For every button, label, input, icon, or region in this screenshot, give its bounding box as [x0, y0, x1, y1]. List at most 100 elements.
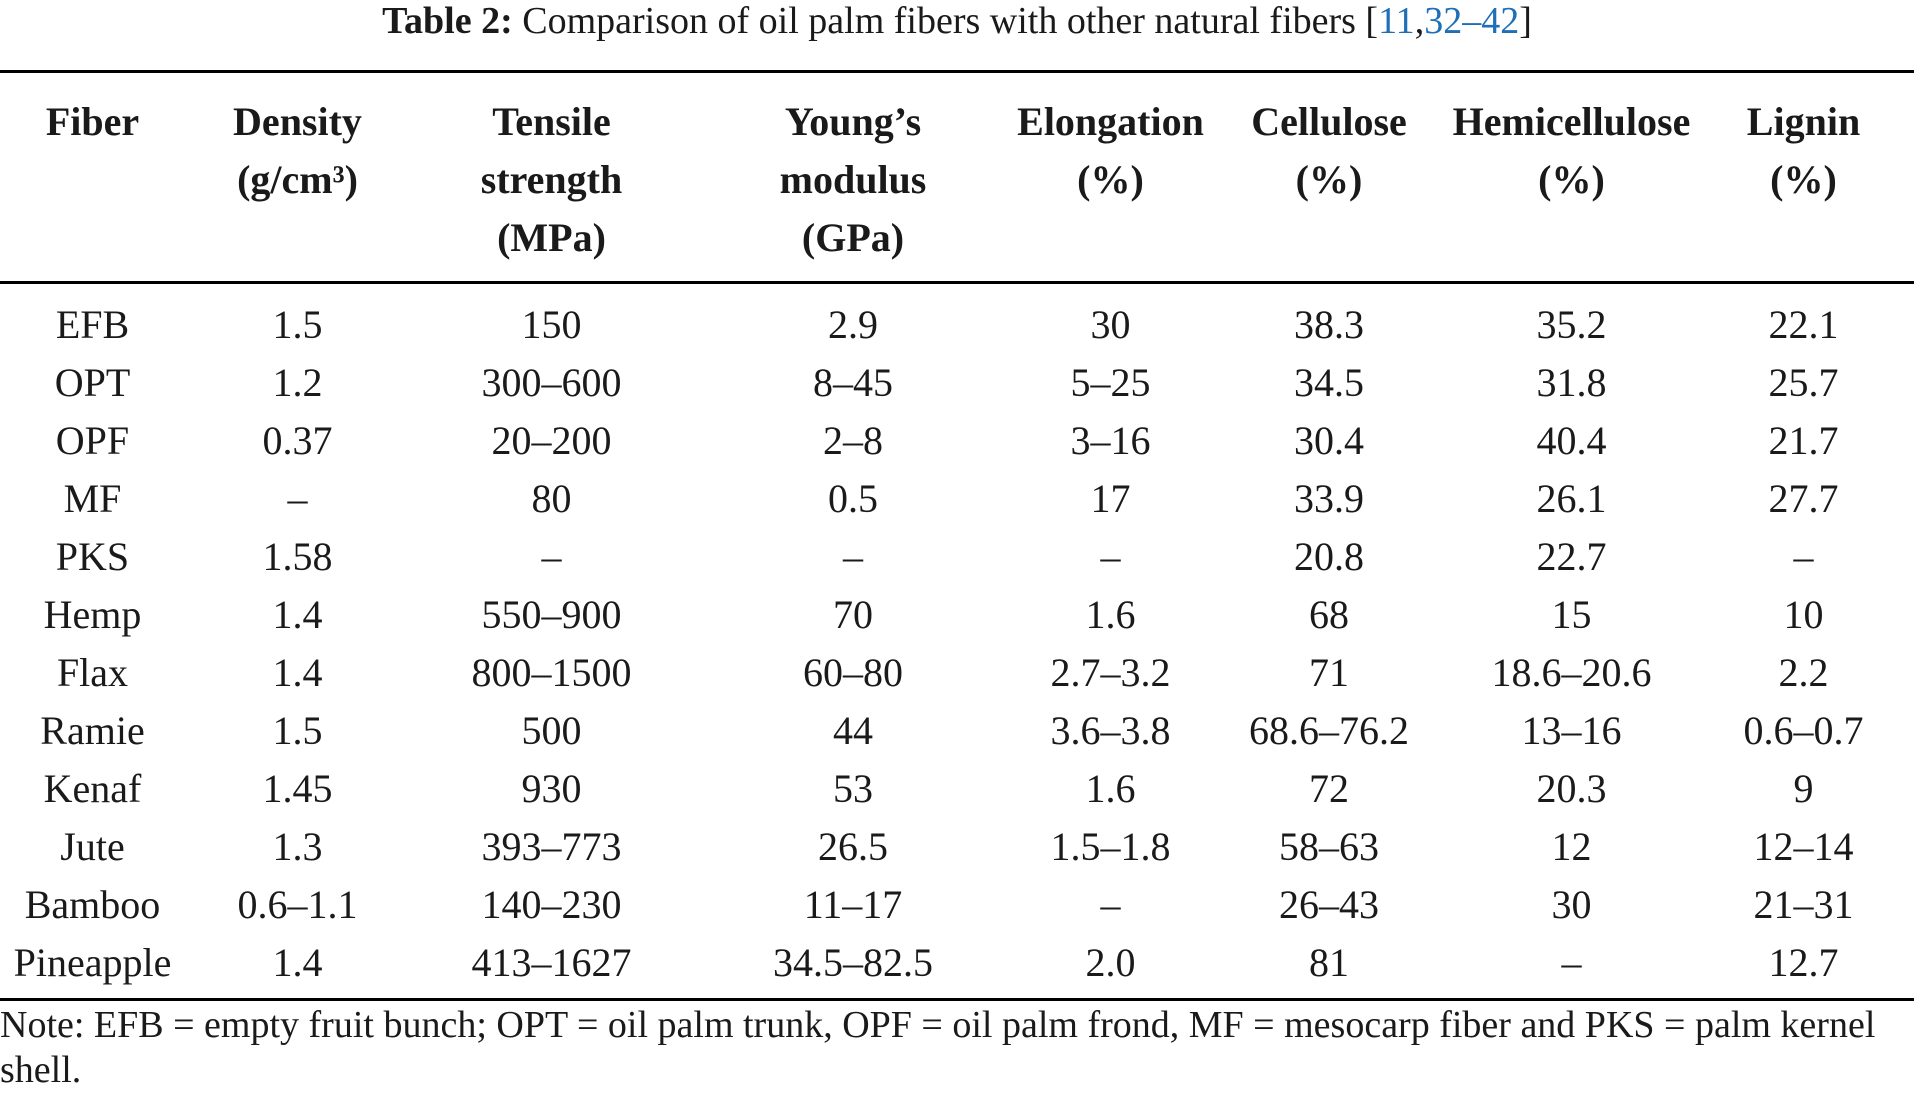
table-row: Bamboo 0.6–1.1 140–230 11–17 – 26–43 30 21–31	[0, 876, 1914, 934]
column-header-line: (%)	[1295, 157, 1363, 202]
fiber-name-cell: EFB	[55, 302, 130, 347]
reference-link-11[interactable]: 11	[1378, 0, 1415, 42]
table-cell: 81	[1309, 940, 1349, 985]
table-cell: 27.7	[1768, 476, 1839, 521]
table-cell: 1.4	[272, 650, 323, 695]
table-cell: 1.5	[272, 708, 323, 753]
table-cell: 800–1500	[471, 650, 632, 695]
table-row: PKS 1.58 – – – 20.8 22.7 –	[0, 528, 1914, 586]
table-cell: 80	[531, 476, 572, 521]
table-cell: –	[1793, 534, 1814, 579]
table-row: Kenaf 1.45 930 53 1.6 72 20.3 9	[0, 760, 1914, 818]
table-cell: 2.0	[1085, 940, 1136, 985]
table-row: MF – 80 0.5 17 33.9 26.1 27.7	[0, 470, 1914, 528]
table-cell: –	[1100, 882, 1121, 927]
header-row: Fiber Density (g/cm³) Tensile strength (MPa) Y…	[0, 71, 1914, 283]
table-cell: 31.8	[1536, 360, 1607, 405]
fiber-name-cell: Kenaf	[43, 766, 142, 811]
column-header: Young’s modulus (GPa)	[693, 72, 1013, 283]
table-cell: –	[287, 476, 308, 521]
table-cell: 1.4	[272, 592, 323, 637]
table-cell: 26.1	[1536, 476, 1607, 521]
fiber-name-cell: OPT	[54, 360, 131, 405]
table-cell: 930	[521, 766, 582, 811]
table-cell: 72	[1309, 766, 1349, 811]
table-row: Jute 1.3 393–773 26.5 1.5–1.8 58–63 12 12–14	[0, 818, 1914, 876]
column-header-line: Hemicellulose	[1452, 99, 1691, 144]
table-cell: 2.9	[828, 302, 878, 347]
table-cell: 38.3	[1294, 302, 1364, 347]
column-header-line: (%)	[1770, 157, 1837, 202]
reference-link-32[interactable]: 32	[1424, 0, 1463, 42]
column-header-line: Cellulose	[1251, 99, 1407, 144]
table-cell: 25.7	[1768, 360, 1839, 405]
table-cell: 20.8	[1294, 534, 1364, 579]
fiber-name-cell: Ramie	[40, 708, 145, 753]
table-cell: 18.6–20.6	[1491, 650, 1652, 695]
table-cell: 34.5–82.5	[773, 940, 933, 985]
table-cell: 1.45	[262, 766, 333, 811]
column-header: Density (g/cm³)	[185, 72, 410, 283]
table-cell: 21.7	[1768, 418, 1839, 463]
table-cell: –	[541, 534, 562, 579]
table-cell: 20.3	[1536, 766, 1607, 811]
table-note: Note: EFB = empty fruit bunch; OPT = oil…	[0, 1004, 1876, 1091]
column-header-line: Lignin	[1746, 99, 1861, 144]
table-row: OPF 0.37 20–200 2–8 3–16 30.4 40.4 21.7	[0, 412, 1914, 470]
table-cell: 1.2	[272, 360, 323, 405]
fiber-name-cell: Pineapple	[13, 940, 172, 985]
table-cell: 8–45	[813, 360, 893, 405]
table-cell: 0.6–1.1	[237, 882, 358, 927]
table-cell: 26–43	[1279, 882, 1379, 927]
table-cell: 70	[833, 592, 873, 637]
table-cell: 15	[1551, 592, 1592, 637]
column-header-line: (%)	[1077, 157, 1144, 202]
column-header-line: (%)	[1538, 157, 1605, 202]
table-cell: 22.1	[1768, 302, 1839, 347]
column-header: Lignin (%)	[1693, 72, 1914, 283]
table-cell: 53	[833, 766, 873, 811]
table-row: OPT 1.2 300–600 8–45 5–25 34.5 31.8 25.7	[0, 354, 1914, 412]
column-header: Tensile strength (MPa)	[410, 72, 693, 283]
table-cell: 35.2	[1536, 302, 1607, 347]
column-header-line: (MPa)	[497, 215, 606, 260]
column-header-line: (GPa)	[801, 215, 905, 260]
table-cell: 71	[1309, 650, 1349, 695]
table-cell: 0.6–0.7	[1743, 708, 1864, 753]
table-cell: 68.6–76.2	[1249, 708, 1409, 753]
fiber-name-cell: Jute	[60, 824, 125, 869]
table-cell: 9	[1793, 766, 1814, 811]
caption-text: Comparison of oil palm fibers with other…	[522, 0, 1379, 42]
table-cell: 2.2	[1778, 650, 1829, 695]
caption-separator: ,	[1414, 0, 1425, 42]
table-header: Fiber Density (g/cm³) Tensile strength (MPa) Y…	[0, 71, 1914, 283]
fiber-name-cell: Flax	[56, 650, 129, 695]
table-cell: 1.58	[262, 534, 333, 579]
table-cell: 21–31	[1753, 882, 1854, 927]
table-cell: 60–80	[803, 650, 903, 695]
table-cell: 150	[521, 302, 582, 347]
table-cell: 10	[1783, 592, 1824, 637]
table-row: EFB 1.5 150 2.9 30 38.3 35.2 22.1	[0, 283, 1914, 355]
reference-link-42[interactable]: 42	[1481, 0, 1520, 42]
column-header-line: (g/cm³)	[237, 157, 358, 202]
fiber-name-cell: Bamboo	[24, 882, 161, 927]
column-header-line: Young’s	[784, 99, 922, 144]
table-cell: 1.5	[272, 302, 323, 347]
table-cell: 34.5	[1294, 360, 1364, 405]
reference-range-dash: –	[1462, 0, 1482, 42]
table-cell: 26.5	[818, 824, 888, 869]
fiber-comparison-table: Fiber Density (g/cm³) Tensile strength (MPa) Y…	[0, 70, 1914, 1001]
table-cell: 3.6–3.8	[1050, 708, 1171, 753]
table-cell: 58–63	[1279, 824, 1379, 869]
column-header-line: Fiber	[45, 99, 140, 144]
table-row: Pineapple 1.4 413–1627 34.5–82.5 2.0 81 – 12.7	[0, 934, 1914, 1000]
table-body: EFB 1.5 150 2.9 30 38.3 35.2 22.1 OPT 1.2 300–600 8…	[0, 283, 1914, 1000]
table-cell: 1.4	[272, 940, 323, 985]
column-header: Fiber	[0, 72, 185, 283]
table-cell: 68	[1309, 592, 1349, 637]
table-cell: 2.7–3.2	[1050, 650, 1171, 695]
table-cell: 17	[1090, 476, 1131, 521]
caption-close-bracket: ]	[1519, 0, 1532, 42]
table-cell: 30.4	[1294, 418, 1364, 463]
